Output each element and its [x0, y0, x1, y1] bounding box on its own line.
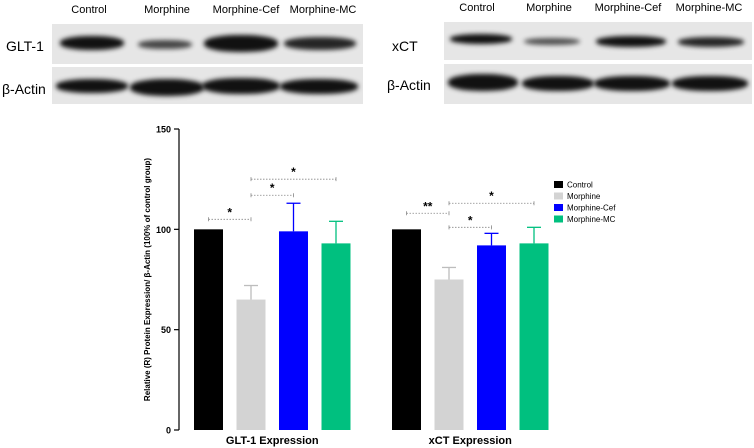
significance-label: * [489, 189, 494, 203]
blot-band [60, 36, 124, 50]
lane-label: Control [71, 4, 107, 16]
significance-label: * [468, 213, 473, 227]
bar [519, 243, 549, 430]
blot-loading-label: β-Actin [2, 81, 46, 97]
blot-band [280, 79, 358, 94]
bar [321, 243, 351, 430]
legend-swatch [554, 192, 563, 200]
blot-band [678, 37, 744, 47]
xct-blot-strip [444, 22, 752, 60]
legend-swatch [554, 204, 563, 211]
y-tick-label: 150 [156, 125, 171, 135]
blot-band [594, 76, 670, 91]
blot-band [596, 36, 666, 47]
legend-swatch [554, 181, 563, 188]
xct-actin-blot-strip [444, 64, 752, 104]
lane-label: Morphine-MC [289, 4, 357, 16]
chart-axes: 0 50 100 150 Relative (R) Protein Expression… [143, 125, 512, 448]
legend-label: Morphine-Cef [567, 204, 616, 213]
lane-label: Morphine [144, 4, 190, 16]
chart-bars [194, 202, 549, 430]
significance-label: ** [423, 199, 433, 213]
chart-legend: Control Morphine Morphine-Cef Morphine-MC [554, 181, 616, 224]
legend-label: Control [567, 181, 593, 190]
blot-band [202, 78, 280, 94]
blot-band [672, 76, 748, 91]
bar [236, 299, 266, 430]
blot-band [56, 79, 128, 93]
bar [194, 229, 223, 430]
legend-label: Morphine [567, 192, 601, 201]
x-category-label: xCT Expression [429, 435, 512, 447]
blot-band [524, 38, 580, 45]
y-axis-label: Relative (R) Protein Expression/ β-Actin… [143, 158, 152, 401]
significance-label: * [227, 205, 232, 219]
significance-brackets: ******* [208, 165, 535, 230]
y-tick-label: 100 [156, 225, 171, 235]
blot-band [204, 35, 278, 52]
lane-label: Morphine-MC [675, 2, 743, 14]
blot-band [448, 74, 518, 91]
legend-label: Morphine-MC [567, 215, 616, 224]
bar [477, 245, 506, 430]
significance-label: * [270, 181, 275, 195]
blot-band [138, 40, 192, 49]
glt1-actin-blot-strip [52, 67, 363, 104]
lane-label: Control [459, 2, 495, 14]
blot-band [284, 37, 356, 50]
blot-band [130, 79, 204, 96]
blot-target-label: GLT-1 [6, 38, 44, 54]
blot-loading-label: β-Actin [387, 77, 431, 93]
bar [279, 231, 308, 430]
lane-label: Morphine-Cef [594, 2, 662, 14]
lane-label: Morphine-Cef [212, 4, 280, 16]
y-tick-label: 50 [161, 325, 171, 335]
bar [392, 229, 421, 430]
legend-swatch [554, 215, 563, 223]
bar [434, 279, 464, 430]
blot-band [522, 76, 594, 91]
glt1-blot-strip [52, 24, 363, 64]
blot-band [450, 34, 512, 44]
significance-label: * [291, 165, 296, 179]
x-category-label: GLT-1 Expression [226, 435, 319, 447]
lane-label: Morphine [526, 2, 572, 14]
blot-target-label: xCT [392, 38, 418, 54]
y-tick-label: 0 [166, 426, 171, 436]
